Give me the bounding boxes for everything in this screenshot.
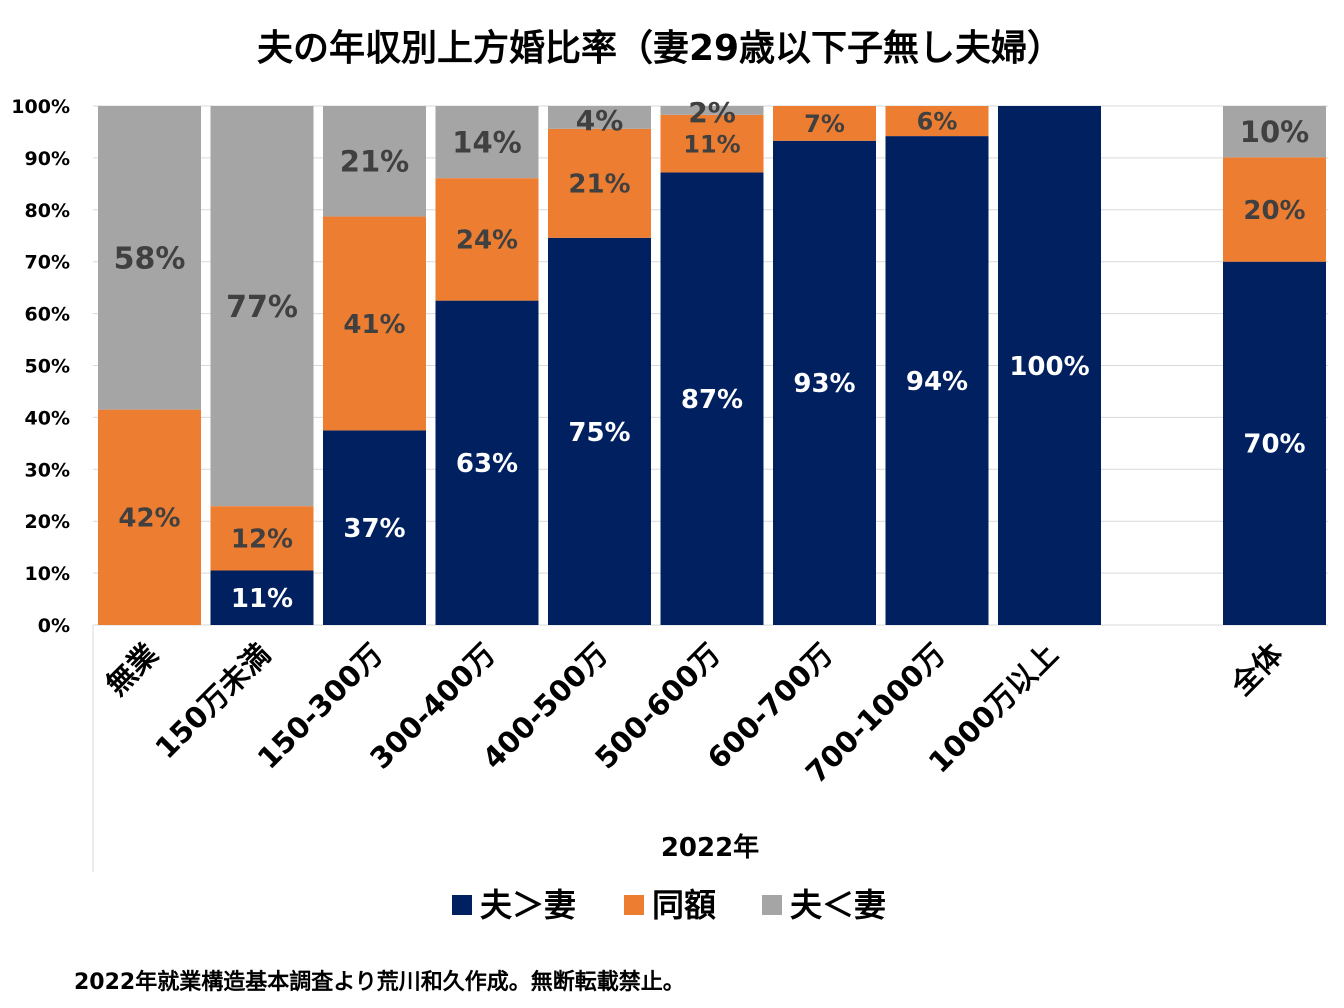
bar-segment — [773, 106, 876, 141]
bar-segment — [98, 106, 201, 410]
y-tick-label: 80% — [25, 200, 70, 222]
bar-segment — [548, 237, 651, 626]
data-label: 4% — [576, 104, 624, 137]
bar-segment — [210, 506, 314, 571]
y-tick-label: 0% — [38, 615, 70, 637]
data-label: 37% — [343, 514, 405, 544]
data-label: 24% — [456, 226, 518, 256]
bar-segment — [435, 106, 539, 179]
data-label: 42% — [118, 504, 180, 534]
legend-label: 夫＜妻 — [790, 886, 886, 924]
bar-segment — [773, 140, 876, 625]
y-tick-label: 20% — [25, 511, 70, 533]
data-label: 10% — [1240, 115, 1309, 149]
data-label: 77% — [226, 290, 298, 325]
bar-segment — [885, 136, 989, 626]
bar-segment — [210, 570, 314, 625]
data-label: 6% — [917, 108, 958, 136]
data-label: 58% — [114, 242, 186, 277]
bar-segment — [98, 409, 201, 625]
data-label: 20% — [1243, 196, 1305, 226]
bar-segment — [548, 106, 651, 129]
data-label: 100% — [1009, 352, 1089, 382]
data-label: 11% — [683, 130, 740, 158]
data-label: 2% — [688, 96, 736, 129]
x-axis-title: 2022年 — [661, 832, 759, 863]
bar-segment — [210, 106, 314, 507]
bar-segment — [323, 216, 426, 431]
data-label: 87% — [681, 385, 743, 415]
y-tick-label: 30% — [25, 459, 70, 481]
data-label: 21% — [568, 170, 630, 200]
data-label: 94% — [906, 367, 968, 397]
y-tick-label: 10% — [25, 563, 70, 585]
x-category-label: 無業 — [99, 637, 164, 702]
bar-segment — [660, 172, 764, 625]
bar-segment — [1223, 106, 1326, 158]
data-label: 41% — [343, 310, 405, 340]
data-label: 14% — [452, 126, 521, 160]
bar-segment — [660, 114, 764, 173]
legend-label: 夫＞妻 — [480, 886, 576, 924]
bar-segment — [660, 106, 764, 115]
x-category-label: 全体 — [1224, 636, 1290, 702]
x-axis: 無業150万未満150-300万300-400万400-500万500-600万… — [99, 636, 1290, 790]
y-tick-label: 70% — [25, 252, 70, 274]
y-tick-label: 40% — [25, 407, 70, 429]
bars — [98, 106, 1326, 626]
y-tick-label: 50% — [25, 356, 70, 378]
bar-segment — [998, 106, 1101, 625]
data-label: 12% — [231, 525, 293, 555]
bar-segment — [435, 300, 539, 625]
data-label: 7% — [804, 110, 845, 138]
bar-segment — [435, 178, 539, 301]
data-label: 21% — [340, 145, 409, 179]
chart-title: 夫の年収別上方婚比率（妻29歳以下子無し夫婦） — [257, 28, 1063, 69]
legend-swatch — [452, 895, 472, 915]
y-tick-label: 90% — [25, 148, 70, 170]
y-tick-label: 100% — [11, 96, 70, 118]
bar-segment — [885, 106, 989, 137]
data-labels: 42% 58% 11% 12% 77% 37% 41% 21% 63% 24% 14% 75% 21% 4… — [114, 96, 1310, 614]
legend-swatch — [762, 895, 782, 915]
data-label: 11% — [231, 584, 293, 614]
bar-segment — [1223, 157, 1326, 262]
bar-segment — [1223, 261, 1326, 625]
data-label: 70% — [1243, 430, 1305, 460]
legend-swatch — [624, 895, 644, 915]
bar-segment — [323, 106, 426, 217]
bar-segment — [323, 430, 426, 625]
source-note: 2022年就業構造基本調査より荒川和久作成。無断転載禁止。 — [74, 969, 685, 995]
legend: 夫＞妻 同額 夫＜妻 — [452, 886, 886, 924]
legend-label: 同額 — [652, 886, 716, 924]
bar-segment — [548, 128, 651, 238]
y-tick-label: 60% — [25, 304, 70, 326]
data-label: 93% — [793, 369, 855, 399]
data-label: 63% — [456, 449, 518, 479]
data-label: 75% — [568, 418, 630, 448]
y-axis: 0% 10% 20% 30% 40% 50% 60% 70% 80% 90% 100% — [11, 96, 70, 637]
